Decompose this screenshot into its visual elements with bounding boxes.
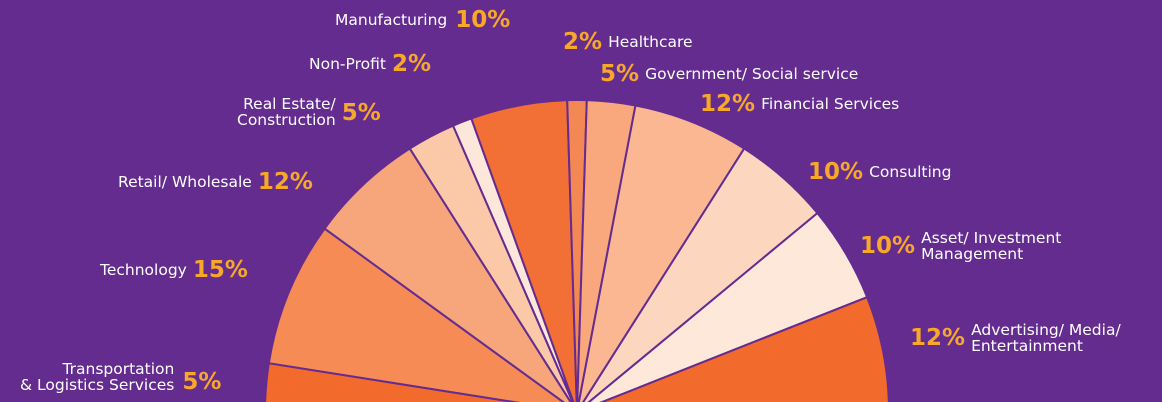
percent-label: 2% [563,29,603,55]
category-label: Manufacturing [335,11,448,29]
category-label: Financial Services [761,95,900,113]
label-retail: Retail/ Wholesale 12% [118,170,313,194]
percent-label: 5% [600,61,640,87]
percent-label: 12% [700,91,756,117]
label-transport: Transportation & Logistics Services 5% [20,360,221,394]
label-advertising: 12% Advertising/ Media/ Entertainment [910,322,1121,354]
label-consulting: 10% Consulting [808,160,951,184]
pie-slice-technology [267,227,565,402]
label-nonprofit: Non-Profit 2% [309,52,431,76]
category-label: Asset/ Investment Management [921,229,1062,263]
percent-label: 12% [910,325,966,351]
category-label: Real Estate/ Construction [237,95,336,129]
percent-label: 2% [391,51,431,77]
percent-label: 10% [808,159,864,185]
category-label: Transportation & Logistics Services [20,360,175,394]
category-label: Technology [100,261,187,279]
category-label: Non-Profit [309,55,386,73]
category-label: Healthcare [608,33,693,51]
percent-label: 10% [860,233,916,259]
label-government: 5% Government/ Social service [600,62,858,86]
category-label: Advertising/ Media/ Entertainment [971,321,1121,355]
label-realestate: Real Estate/ Construction 5% [237,96,381,128]
percent-label: 15% [192,257,248,283]
label-asset: 10% Asset/ Investment Management [860,230,1061,262]
category-label: Retail/ Wholesale [118,173,252,191]
percent-label: 5% [341,100,381,126]
label-healthcare: 2% Healthcare [563,30,693,54]
label-financial: 12% Financial Services [700,92,899,116]
percent-label: 5% [182,369,222,395]
category-label: Government/ Social service [645,65,859,83]
percent-label: 10% [455,7,511,33]
percent-label: 12% [257,169,313,195]
category-label: Consulting [869,163,952,181]
label-manufacturing: Manufacturing 10% [335,8,510,32]
label-technology: Technology 15% [100,258,248,282]
pie-slice-advertising [599,295,890,402]
